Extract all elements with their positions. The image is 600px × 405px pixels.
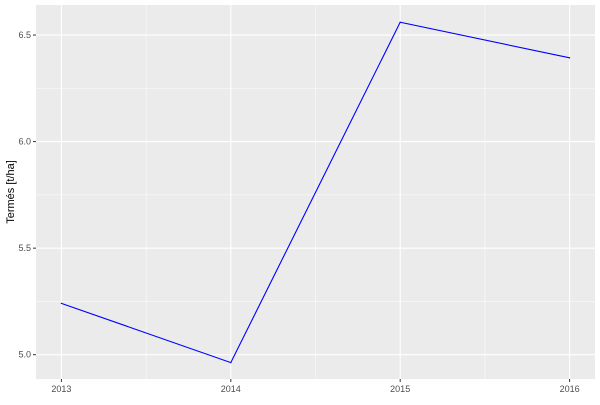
data-point [568,57,571,59]
y-tick-label: 6.0 [18,137,31,147]
x-tick-label: 2016 [560,384,580,394]
data-point [60,302,63,304]
x-tick-label: 2013 [51,384,71,394]
y-tick-label: 5.5 [18,243,31,253]
series-line [61,21,570,364]
x-tick-label: 2014 [221,384,241,394]
y-tick-label: 5.0 [18,350,31,360]
data-point [230,361,232,364]
y-axis-label: Termés [t/ha] [5,160,17,224]
data-point [399,21,401,23]
y-tick-label: 6.5 [18,30,31,40]
x-tick-label: 2015 [390,384,410,394]
